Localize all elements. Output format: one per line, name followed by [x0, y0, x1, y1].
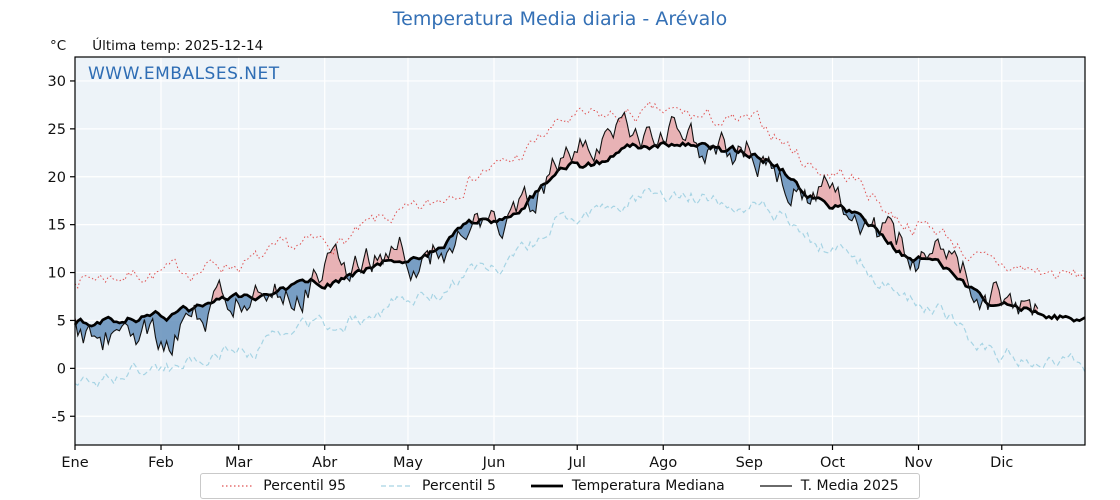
series-line-percentil-95	[74, 100, 1086, 289]
legend-line-swatch	[381, 485, 414, 487]
y-tick-label: 20	[48, 170, 66, 186]
x-tick-label: Mar	[225, 455, 252, 471]
legend-label: T. Media 2025	[800, 478, 899, 494]
x-tick-label: Sep	[736, 455, 763, 471]
series-line-temperatura-mediana	[73, 140, 1086, 328]
legend-label: Percentil 5	[422, 478, 496, 494]
plot-area	[75, 57, 1085, 445]
last-temp-label: Última temp: 2025-12-14	[92, 38, 264, 54]
plot-border	[74, 56, 1086, 446]
chart-subheader: °C Última temp: 2025-12-14	[50, 38, 263, 54]
y-tick-label: 15	[48, 218, 66, 234]
legend-item-percentil-95: Percentil 95	[221, 478, 346, 494]
series-line-percentil-5	[74, 187, 1086, 389]
y-tick-label: 10	[48, 266, 66, 282]
chart-legend: Percentil 95 Percentil 5 Temperatura Media…	[200, 473, 920, 499]
legend-item-percentil-5: Percentil 5	[380, 478, 496, 494]
legend-label: Temperatura Mediana	[571, 478, 725, 494]
x-tick-label: Abr	[312, 455, 337, 471]
legend-line-swatch	[222, 485, 255, 487]
x-tick-label: Oct	[820, 455, 845, 471]
legend-line-swatch	[530, 484, 563, 488]
legend-item-t-media-2025: T. Media 2025	[759, 478, 899, 494]
x-tick-label: Jun	[482, 455, 506, 471]
x-tick-label: Ago	[649, 455, 677, 471]
legend-line-swatch	[759, 485, 792, 487]
y-tick-label: 5	[57, 313, 66, 329]
unit-label: °C	[50, 38, 67, 54]
x-tick-label: Ene	[61, 455, 88, 471]
y-tick-label: 0	[57, 361, 66, 377]
x-tick-label: Feb	[148, 455, 174, 471]
x-tick-label: Nov	[904, 455, 933, 471]
page-title: Temperatura Media diaria - Arévalo	[392, 8, 728, 30]
x-tick-label: May	[393, 455, 423, 471]
x-tick-label: Dic	[990, 455, 1013, 471]
y-tick-label: 25	[48, 122, 66, 138]
y-tick-label: 30	[48, 74, 66, 90]
legend-wrap: Percentil 95 Percentil 5 Temperatura Media…	[0, 473, 1120, 499]
legend-item-temperatura-mediana: Temperatura Mediana	[530, 478, 725, 494]
fill-below-median	[75, 142, 1038, 356]
x-tick-label: Jul	[567, 455, 586, 471]
watermark: WWW.EMBALSES.NET	[88, 64, 280, 84]
legend-label: Percentil 95	[263, 478, 347, 494]
y-tick-label: -5	[52, 409, 66, 425]
series-line-t-media-2025	[74, 110, 1039, 357]
